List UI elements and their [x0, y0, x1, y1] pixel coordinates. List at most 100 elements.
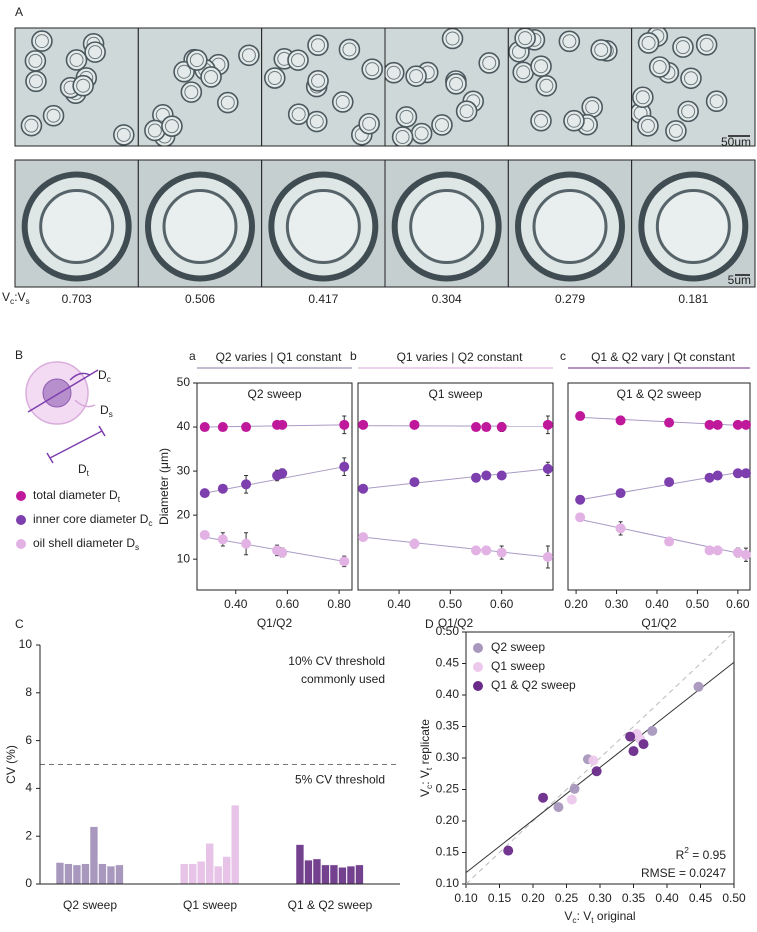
legend-label: Q2 sweep — [491, 640, 545, 654]
droplet-core — [518, 31, 533, 46]
plot-frame — [357, 382, 554, 591]
droplet-core — [164, 119, 179, 134]
bar — [89, 826, 99, 885]
droplet — [72, 74, 94, 97]
micrograph — [631, 160, 755, 287]
data-point — [664, 477, 675, 488]
x-tick-label: 0.60 — [276, 597, 300, 611]
x-tick-label: 0.50 — [439, 597, 463, 611]
droplet-core — [267, 71, 282, 86]
data-point — [664, 536, 675, 547]
droplet — [632, 86, 654, 109]
droplet — [431, 114, 453, 136]
bar — [312, 858, 322, 885]
bar — [329, 864, 339, 885]
text-part: inner core diameter D — [33, 512, 149, 526]
droplet — [637, 115, 659, 137]
data-point — [638, 739, 649, 750]
legend-marker — [473, 681, 483, 691]
data-point — [339, 419, 350, 430]
group-label: Q1 & Q2 sweep — [288, 898, 373, 912]
text-part: original — [594, 909, 636, 923]
group-label: Q1 sweep — [183, 898, 237, 912]
droplet — [695, 34, 718, 56]
droplet-core — [28, 53, 43, 68]
micrograph — [385, 28, 509, 146]
droplet — [42, 104, 65, 127]
droplet-core — [220, 95, 235, 110]
droplet-large-core — [39, 189, 115, 264]
micrograph — [15, 160, 139, 287]
droplet — [287, 49, 309, 71]
y-tick-label: 10 — [177, 551, 191, 565]
y-tick-label: 0.45 — [436, 656, 460, 670]
droplet — [395, 106, 418, 128]
data-point — [575, 512, 586, 523]
droplet-core — [291, 53, 306, 68]
data-point — [409, 477, 420, 488]
droplet — [478, 52, 500, 74]
droplet-core — [641, 35, 656, 50]
x-tick-label: 0.35 — [622, 891, 646, 905]
x-axis-label: Q1/Q2 — [257, 616, 293, 630]
bar — [72, 864, 82, 885]
x-tick-label: 0.40 — [655, 891, 679, 905]
droplet — [65, 49, 88, 71]
r-squared: R2 = 0.95 — [676, 845, 727, 862]
data-point — [693, 681, 704, 692]
droplet-large-core — [409, 189, 485, 264]
droplet — [535, 75, 558, 97]
inner-core — [42, 378, 72, 408]
data-point — [740, 419, 751, 430]
micrograph — [508, 28, 632, 146]
droplet-core — [635, 90, 650, 105]
droplet-core — [594, 42, 609, 57]
data-point — [712, 419, 723, 430]
data-point — [241, 479, 252, 490]
droplet-core — [534, 113, 549, 128]
data-point — [481, 470, 492, 481]
bar — [205, 843, 214, 885]
bar — [346, 865, 356, 885]
legend-label: Q1 & Q2 sweep — [491, 678, 576, 692]
ratio-value: 0.279 — [555, 292, 585, 306]
y-axis-label: Vc: Vt replicate — [418, 719, 434, 797]
subplot-letter: a — [189, 349, 196, 363]
scale-bar-label: 5um — [728, 273, 751, 287]
text-part: total diameter D — [33, 488, 118, 502]
droplet-core — [362, 116, 377, 131]
droplet-core — [184, 85, 199, 100]
text-part: c — [572, 915, 576, 925]
text-part: D — [78, 462, 87, 476]
bar — [222, 856, 231, 885]
subplot-title: Q1 & Q2 vary | Qt constant — [591, 350, 736, 364]
droplet — [590, 39, 612, 61]
droplet — [20, 114, 43, 137]
droplet-core — [342, 42, 357, 57]
data-point — [471, 422, 482, 433]
data-point — [553, 802, 564, 813]
bar — [115, 864, 124, 885]
data-point — [241, 538, 252, 549]
bar — [295, 844, 305, 885]
text-part: c — [10, 296, 14, 306]
droplet-core — [585, 100, 600, 115]
text-part: c — [148, 518, 152, 528]
y-tick-label: 30 — [177, 463, 191, 477]
data-point — [704, 545, 715, 556]
data-point — [704, 472, 715, 483]
y-tick-label: 6 — [25, 733, 32, 747]
annotation: 10% CV threshold — [288, 654, 385, 668]
bar — [55, 862, 65, 885]
total-bracket — [49, 430, 103, 459]
droplet-core — [28, 74, 43, 89]
y-tick-label: 40 — [177, 419, 191, 433]
legend-marker — [16, 491, 26, 501]
bar — [98, 863, 107, 885]
y-tick-label: 4 — [25, 781, 32, 795]
bar — [64, 863, 73, 885]
droplet-core — [24, 118, 39, 133]
x-tick-label: 0.40 — [387, 597, 411, 611]
droplet-core — [386, 65, 401, 80]
data-point — [471, 472, 482, 483]
